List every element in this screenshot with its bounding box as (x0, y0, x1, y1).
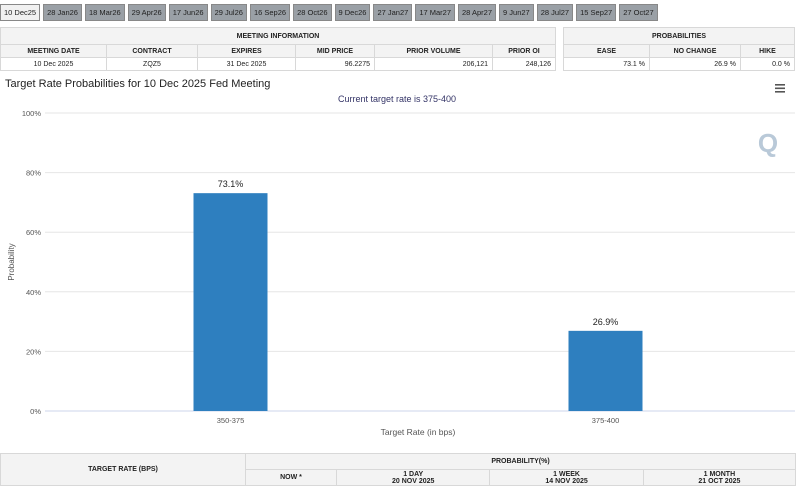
cell: 248,126 (492, 57, 556, 71)
col-header: EXPIRES (197, 44, 296, 58)
tab[interactable]: 16 Sep26 (249, 4, 291, 21)
watermark-logo: Q (758, 128, 778, 158)
period-label: 1 DAY (403, 470, 424, 478)
col-header: MID PRICE (295, 44, 375, 58)
tab[interactable]: 28 Oct26 (293, 4, 332, 21)
x-tick-label: 350-375 (217, 416, 245, 425)
tab[interactable]: 28 Jul27 (536, 4, 574, 21)
col-header: TARGET RATE (BPS) (0, 453, 246, 486)
table-title: PROBABILITIES (563, 27, 795, 45)
tab[interactable]: 15 Sep27 (576, 4, 617, 21)
y-tick-label: 20% (26, 347, 41, 356)
y-axis-label: Probability (7, 243, 16, 280)
header-row: NOW * 1 DAY 20 NOV 2025 1 WEEK 14 NOV 2025 1 … (1, 469, 797, 486)
chart-title: Target Rate Probabilities for 10 Dec 202… (5, 78, 270, 90)
period-label: NOW * (280, 474, 302, 481)
col-header: 1 WEEK 14 NOV 2025 (489, 469, 644, 486)
period-label: 1 MONTH (703, 470, 736, 478)
cell: 31 Dec 2025 (197, 57, 296, 71)
cell: 0.0 % (740, 57, 795, 71)
data-label: 73.1% (218, 179, 244, 189)
tab[interactable]: 9 Dec26 (334, 4, 371, 21)
meeting-table: MEETING INFORMATION MEETING DATE CONTRAC… (0, 27, 556, 71)
y-tick-label: 60% (26, 228, 41, 237)
col-header: PRIOR OI (492, 44, 556, 58)
period-date: 20 NOV 2025 (391, 477, 435, 485)
period-date: 21 OCT 2025 (698, 477, 741, 485)
cell: 206,121 (374, 57, 493, 71)
menu-icon[interactable] (775, 84, 785, 93)
tab[interactable]: 28 Jan26 (43, 4, 82, 21)
col-header: PRIOR VOLUME (374, 44, 493, 58)
col-header: HIKE (740, 44, 795, 58)
tab[interactable]: 28 Apr27 (458, 4, 497, 21)
x-tick-label: 375-400 (592, 416, 620, 425)
y-tick-label: 80% (26, 169, 41, 178)
period-date: 14 NOV 2025 (545, 477, 588, 485)
y-tick-label: 40% (26, 288, 41, 297)
bottom-table: TARGET RATE (BPS) PROBABILITY(%) NOW * 1 … (0, 453, 797, 486)
cell: 26.9 % (649, 57, 741, 71)
col-header: 1 MONTH 21 OCT 2025 (642, 469, 797, 486)
cell: ZQZ5 (106, 57, 198, 71)
cell: 73.1 % (563, 57, 650, 71)
y-tick-label: 0% (30, 407, 41, 416)
col-header: 1 DAY 20 NOV 2025 (335, 469, 491, 486)
tab[interactable]: 18 Mar26 (84, 4, 125, 21)
tab[interactable]: 9 Jun27 (499, 4, 534, 21)
col-header: NO CHANGE (649, 44, 741, 58)
chart-subtitle: Current target rate is 375-400 (338, 94, 456, 104)
col-header: NOW * (245, 469, 337, 486)
data-label: 26.9% (593, 317, 619, 327)
cell: 96.2275 (295, 57, 375, 71)
chart: Target Rate Probabilities for 10 Dec 202… (5, 78, 795, 437)
table-title: MEETING INFORMATION (0, 27, 556, 45)
x-axis-label: Target Rate (in bps) (381, 427, 456, 437)
tab[interactable]: 10 Dec25 (0, 4, 41, 21)
tab[interactable]: 17 Mar27 (415, 4, 455, 21)
bar (193, 193, 268, 411)
col-header: PROBABILITY(%) (245, 453, 796, 470)
y-tick-label: 100% (22, 109, 42, 118)
tab[interactable]: 29 Jul26 (210, 4, 247, 21)
probabilities-table: PROBABILITIES EASE NO CHANGE HIKE 73.1 %… (563, 27, 795, 71)
col-header: MEETING DATE (0, 44, 107, 58)
tab[interactable]: 17 Jun26 (168, 4, 208, 21)
cell: 10 Dec 2025 (0, 57, 107, 71)
tab-bar: 10 Dec25 28 Jan26 18 Mar26 29 Apr26 17 Jun26… (0, 4, 658, 21)
col-header: EASE (563, 44, 650, 58)
bar (568, 330, 643, 411)
tab[interactable]: 29 Apr26 (127, 4, 166, 21)
tab[interactable]: 27 Oct27 (619, 4, 658, 21)
period-label: 1 WEEK (553, 470, 580, 478)
col-header: CONTRACT (106, 44, 198, 58)
tab[interactable]: 27 Jan27 (373, 4, 413, 21)
